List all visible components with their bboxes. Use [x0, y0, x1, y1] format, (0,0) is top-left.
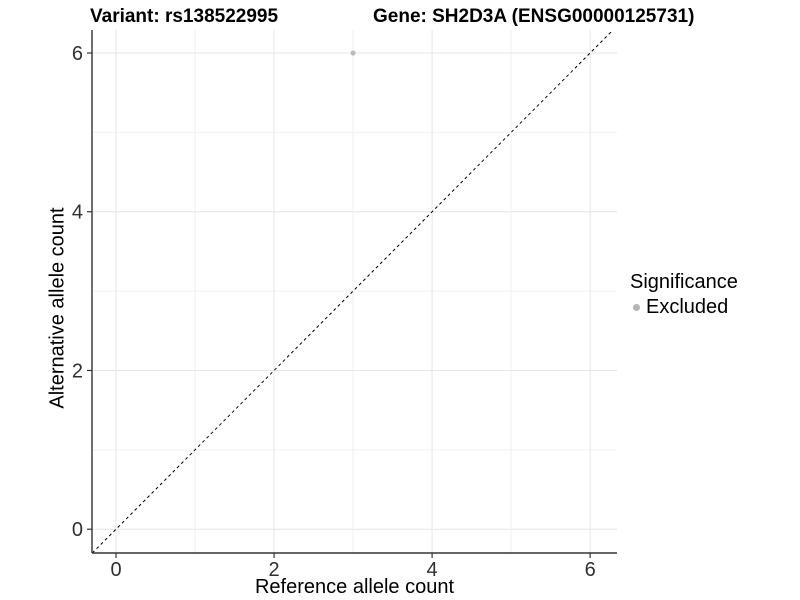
legend-title: Significance	[630, 271, 738, 293]
x-tick-label: 0	[110, 559, 121, 581]
legend-entry-label: Excluded	[646, 296, 729, 318]
x-axis-title: Reference allele count	[254, 576, 454, 598]
x-tick-label: 2	[268, 559, 279, 581]
x-tick-label: 6	[585, 559, 596, 581]
legend-entry-excluded: Excluded	[630, 296, 738, 319]
data-point	[350, 50, 356, 56]
x-tick-label: 4	[427, 559, 438, 581]
y-tick-label: 0	[72, 519, 83, 541]
plot-title-gene: Gene: SH2D3A (ENSG00000125731)	[373, 6, 695, 27]
y-tick-label: 2	[72, 360, 83, 382]
y-tick-label: 6	[72, 43, 83, 65]
y-tick-label: 4	[72, 202, 83, 224]
legend-point-icon	[633, 304, 640, 311]
y-axis-title: Alternative allele count	[46, 207, 69, 409]
legend: Significance Excluded	[630, 271, 738, 319]
plot-title-variant: Variant: rs138522995	[90, 6, 279, 27]
